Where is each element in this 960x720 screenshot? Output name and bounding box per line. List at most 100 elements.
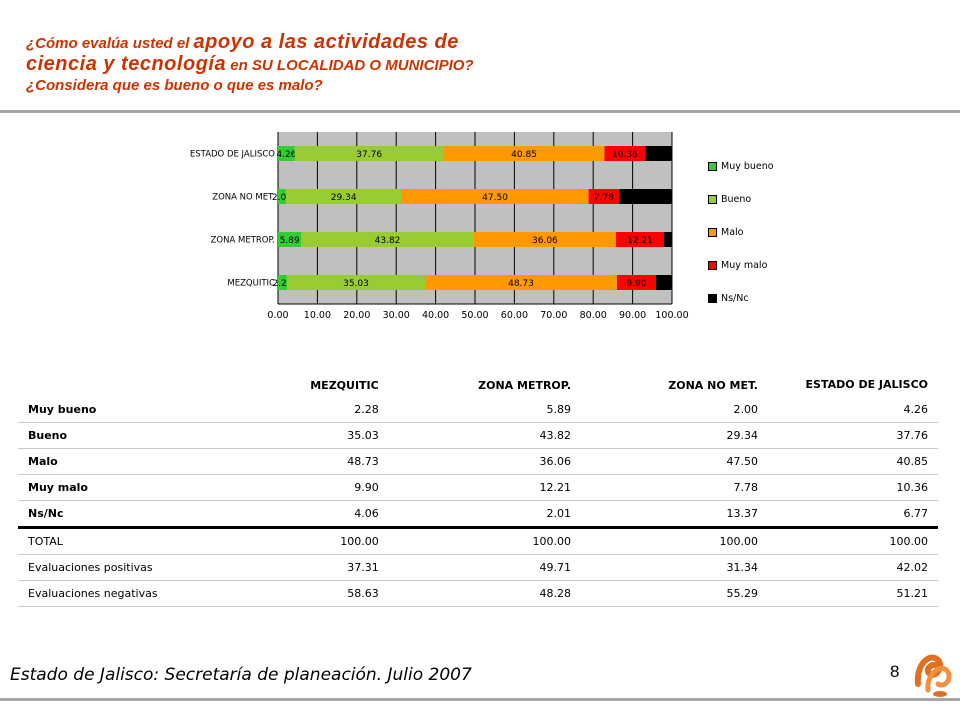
bar-segment xyxy=(473,232,616,247)
table-row: Muy malo 9.90 12.21 7.78 10.36 xyxy=(18,474,938,501)
x-tick-label: 60.00 xyxy=(501,310,528,321)
x-tick-label: 0.00 xyxy=(267,310,288,321)
bar-segment xyxy=(664,232,672,247)
title-line2-big: ciencia y tecnología xyxy=(26,53,227,75)
title-line3: ¿Considera que es bueno o que es malo? xyxy=(26,77,323,94)
table-cell: 31.34 xyxy=(581,554,768,581)
legend-item: Ns/Nc xyxy=(708,282,774,315)
x-tick-label: 30.00 xyxy=(383,310,410,321)
table-cell: 2.01 xyxy=(388,500,582,529)
table-cell: 6.77 xyxy=(768,500,938,529)
bar-segment xyxy=(615,232,665,247)
table-cell: 2.28 xyxy=(238,397,389,423)
bar-segment xyxy=(619,189,672,204)
table-cell: 42.02 xyxy=(768,554,938,581)
title-line1-small: ¿Cómo evalúa usted el xyxy=(26,35,194,52)
table-cell: 100.00 xyxy=(768,527,938,555)
table-header-cell: ESTADO DE JALISCO xyxy=(805,378,928,391)
data-label: 5.89 xyxy=(280,236,300,246)
table-header-cell: MEZQUITIC xyxy=(310,379,379,392)
table-cell: 5.89 xyxy=(388,397,582,423)
table-cell: 100.00 xyxy=(581,527,768,555)
table-cell: 100.00 xyxy=(388,527,582,555)
row-label: TOTAL xyxy=(18,527,238,555)
bar-segment xyxy=(278,189,286,204)
legend-swatch xyxy=(708,294,717,303)
bar-segment xyxy=(285,189,402,204)
legend-label: Muy malo xyxy=(721,260,768,271)
table-cell: 40.85 xyxy=(768,448,938,475)
data-label: 2.00 xyxy=(272,193,292,203)
data-label: 40.85 xyxy=(511,150,537,160)
data-label: 36.06 xyxy=(532,236,558,246)
table-header-blank xyxy=(18,358,238,397)
legend-swatch xyxy=(708,261,717,270)
legend-swatch xyxy=(708,228,717,237)
table-cell: 36.06 xyxy=(388,448,582,475)
data-table: MEZQUITIC ZONA METROP. ZONA NO MET. ESTADO … xyxy=(18,358,938,607)
legend-label: Muy bueno xyxy=(721,161,774,172)
table-cell: 43.82 xyxy=(388,422,582,449)
title-line2-small: en SU LOCALIDAD O MUNICIPIO? xyxy=(226,57,474,74)
legend-label: Malo xyxy=(721,227,744,238)
table-cell: 48.73 xyxy=(238,448,389,475)
bar-segment xyxy=(588,189,620,204)
table-cell: 51.21 xyxy=(768,580,938,607)
table-cell: 35.03 xyxy=(238,422,389,449)
legend-swatch xyxy=(708,162,717,171)
data-label: 47.50 xyxy=(482,193,508,203)
row-label: Ns/Nc xyxy=(18,500,238,529)
row-label: Bueno xyxy=(18,422,238,449)
table-row: Muy bueno 2.28 5.89 2.00 4.26 xyxy=(18,397,938,423)
table-row: Evaluaciones positivas 37.31 49.71 31.34 42.… xyxy=(18,554,938,581)
bar-segment xyxy=(294,146,444,161)
row-label: Evaluaciones positivas xyxy=(18,554,238,581)
x-tick-label: 80.00 xyxy=(580,310,607,321)
table-row: Evaluaciones negativas 58.63 48.28 55.29 51.… xyxy=(18,580,938,607)
table-header-cell: ZONA NO MET. xyxy=(668,379,758,392)
bar-segment xyxy=(278,232,302,247)
bar-segment xyxy=(278,275,287,290)
x-tick-label: 10.00 xyxy=(304,310,331,321)
table-cell: 7.78 xyxy=(581,474,768,501)
data-label: 12.21 xyxy=(627,236,653,246)
x-tick-label: 20.00 xyxy=(343,310,370,321)
table-cell: 100.00 xyxy=(238,527,389,555)
table-row: Bueno 35.03 43.82 29.34 37.76 xyxy=(18,422,938,449)
x-tick-label: 100.00 xyxy=(655,310,688,321)
bar-segment xyxy=(301,232,474,247)
legend-item: Bueno xyxy=(708,183,774,216)
bar-segment xyxy=(278,146,295,161)
data-label: 37.76 xyxy=(356,150,382,160)
x-tick-label: 90.00 xyxy=(619,310,646,321)
bottom-divider xyxy=(0,698,960,701)
table-row: Malo 48.73 36.06 47.50 40.85 xyxy=(18,448,938,475)
table-cell: 4.06 xyxy=(238,500,389,529)
table-cell: 10.36 xyxy=(768,474,938,501)
category-label: MEZQUITIC xyxy=(227,279,275,289)
table-header-cell: ZONA METROP. xyxy=(478,379,572,392)
x-tick-label: 40.00 xyxy=(422,310,449,321)
bar-segment xyxy=(286,275,426,290)
category-label: ZONA METROP. xyxy=(211,236,275,246)
legend-item: Muy malo xyxy=(708,249,774,282)
page-number: 8 xyxy=(890,662,900,681)
bar-segment xyxy=(604,146,646,161)
row-label: Malo xyxy=(18,448,238,475)
table-cell: 2.00 xyxy=(581,397,768,423)
chart-legend: Muy bueno Bueno Malo Muy malo Ns/Nc xyxy=(708,150,774,315)
legend-item: Muy bueno xyxy=(708,150,774,183)
bar-segment xyxy=(616,275,657,290)
data-label: 43.82 xyxy=(375,236,401,246)
top-divider xyxy=(0,110,960,113)
legend-swatch xyxy=(708,195,717,204)
table-header-row: MEZQUITIC ZONA METROP. ZONA NO MET. ESTADO … xyxy=(18,358,938,397)
table-cell: 58.63 xyxy=(238,580,389,607)
row-label: Muy bueno xyxy=(18,397,238,423)
table-cell: 13.37 xyxy=(581,500,768,529)
data-label: 29.34 xyxy=(331,193,357,203)
table-cell: 29.34 xyxy=(581,422,768,449)
table-row: Ns/Nc 4.06 2.01 13.37 6.77 xyxy=(18,500,938,529)
data-label: 7.78 xyxy=(594,193,614,203)
bar-segment xyxy=(443,146,605,161)
